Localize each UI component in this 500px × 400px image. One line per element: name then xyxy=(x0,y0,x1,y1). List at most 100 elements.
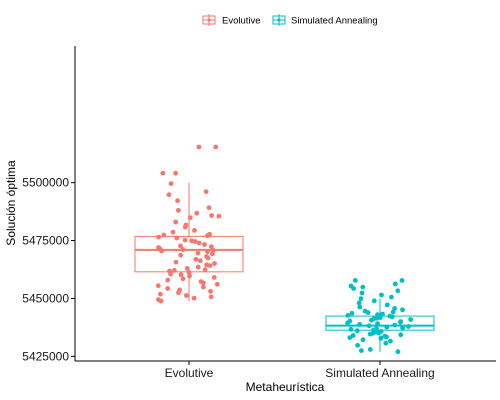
x-axis-ticks: Evolutive Simulated Annealing xyxy=(165,361,435,380)
data-point xyxy=(213,145,218,150)
data-point xyxy=(183,238,188,243)
data-point xyxy=(208,289,213,294)
data-point xyxy=(359,348,364,353)
legend-key-simulated-annealing xyxy=(273,14,285,26)
data-point xyxy=(176,290,181,295)
data-point xyxy=(345,321,350,326)
data-point xyxy=(406,324,411,329)
data-point xyxy=(357,301,362,306)
data-point xyxy=(355,343,360,348)
data-point xyxy=(360,285,365,290)
y-axis-title: Solución óptima xyxy=(4,160,18,246)
data-point xyxy=(174,236,179,241)
data-point xyxy=(159,299,164,304)
data-point xyxy=(395,288,400,293)
data-point xyxy=(376,330,381,335)
data-point xyxy=(173,171,178,176)
data-point xyxy=(408,317,413,322)
data-point xyxy=(369,318,374,323)
data-point xyxy=(390,314,395,319)
box-group-evolutive xyxy=(135,145,243,304)
data-point xyxy=(173,220,178,225)
data-point xyxy=(171,230,176,235)
data-point xyxy=(178,253,183,258)
box-group-simulated-annealing xyxy=(326,278,434,354)
y-tick-label: 5500000 xyxy=(22,176,69,190)
data-point xyxy=(368,347,373,352)
plot-area xyxy=(135,145,434,355)
data-point xyxy=(181,276,186,281)
data-point xyxy=(193,257,198,262)
data-point xyxy=(194,211,199,216)
data-point xyxy=(355,328,360,333)
x-axis-title: Metaheurística xyxy=(246,380,325,394)
y-tick-label: 5450000 xyxy=(22,291,69,305)
data-point xyxy=(372,298,377,303)
data-point xyxy=(396,349,401,354)
data-point xyxy=(192,296,197,301)
data-point xyxy=(188,215,193,220)
data-point xyxy=(201,285,206,290)
data-point xyxy=(168,272,173,277)
data-point xyxy=(158,292,163,297)
data-point xyxy=(360,291,365,296)
data-point xyxy=(379,293,384,298)
data-point xyxy=(205,233,210,238)
data-point xyxy=(161,233,166,238)
legend-key-evolutive xyxy=(203,14,215,26)
data-point xyxy=(391,310,396,315)
data-point xyxy=(209,294,214,299)
data-point xyxy=(350,311,355,316)
data-point xyxy=(209,213,214,218)
data-point xyxy=(176,208,181,213)
data-point xyxy=(398,332,403,337)
data-point xyxy=(385,303,390,308)
box xyxy=(135,236,243,271)
data-point xyxy=(388,339,393,344)
data-point xyxy=(184,293,189,298)
y-tick-label: 5475000 xyxy=(22,234,69,248)
data-point xyxy=(389,295,394,300)
data-point xyxy=(165,278,170,283)
data-point xyxy=(384,325,389,330)
data-point xyxy=(346,313,351,318)
data-point xyxy=(347,335,352,340)
data-point xyxy=(185,266,190,271)
data-point xyxy=(192,228,197,233)
data-point xyxy=(351,286,356,291)
data-point xyxy=(349,327,354,332)
data-point xyxy=(357,305,362,310)
y-tick-label: 5425000 xyxy=(22,349,69,363)
data-point xyxy=(183,225,188,230)
legend-label-evolutive: Evolutive xyxy=(222,16,261,27)
data-point xyxy=(212,275,217,280)
data-point xyxy=(167,192,172,197)
data-point xyxy=(383,341,388,346)
data-point xyxy=(353,278,358,283)
data-point xyxy=(172,268,177,273)
data-point xyxy=(159,249,164,254)
data-point xyxy=(361,337,366,342)
data-point xyxy=(400,278,405,283)
data-point xyxy=(400,326,405,331)
data-point xyxy=(359,296,364,301)
data-point xyxy=(201,281,206,286)
data-point xyxy=(375,321,380,326)
data-point xyxy=(165,286,170,291)
y-axis-ticks: 5425000 5450000 5475000 5500000 xyxy=(22,176,75,364)
data-point xyxy=(156,283,161,288)
data-point xyxy=(207,205,212,210)
x-tick-label: Simulated Annealing xyxy=(325,366,434,380)
data-point xyxy=(181,247,186,252)
data-point xyxy=(366,310,371,315)
data-point xyxy=(357,322,362,327)
legend: Evolutive Simulated Annealing xyxy=(203,14,378,27)
data-point xyxy=(368,332,373,337)
data-point xyxy=(400,307,405,312)
data-point xyxy=(187,274,192,279)
data-point xyxy=(202,242,207,247)
data-point xyxy=(208,263,213,268)
data-point xyxy=(174,260,179,265)
data-point xyxy=(169,181,174,186)
data-point xyxy=(206,256,211,261)
